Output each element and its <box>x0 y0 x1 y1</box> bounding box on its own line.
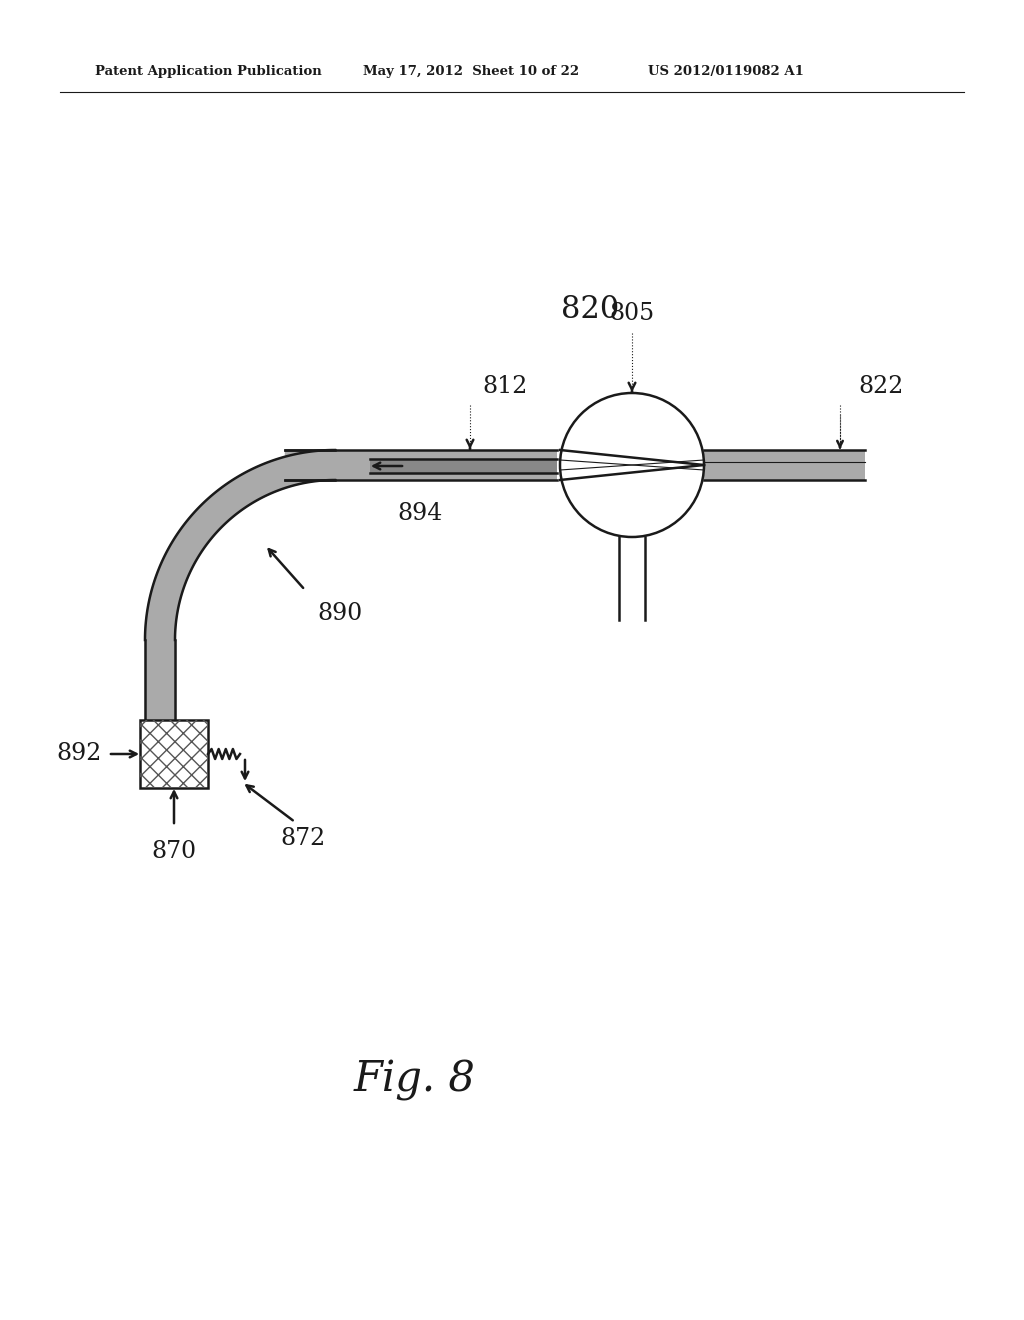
Text: 812: 812 <box>482 375 527 399</box>
Text: 892: 892 <box>56 742 102 766</box>
Bar <box>370 459 557 473</box>
Text: Fig. 8: Fig. 8 <box>354 1059 476 1101</box>
Text: 890: 890 <box>317 602 362 624</box>
Text: 872: 872 <box>281 828 326 850</box>
Text: 805: 805 <box>609 302 654 325</box>
Polygon shape <box>145 450 335 640</box>
Bar <box>285 450 557 480</box>
Bar <box>140 719 208 788</box>
Bar <box>140 719 208 788</box>
Text: 870: 870 <box>152 840 197 863</box>
Text: 894: 894 <box>397 502 442 525</box>
Text: US 2012/0119082 A1: US 2012/0119082 A1 <box>648 66 804 78</box>
Bar <box>705 450 865 480</box>
Text: 822: 822 <box>858 375 903 399</box>
Text: Patent Application Publication: Patent Application Publication <box>95 66 322 78</box>
Text: 820: 820 <box>561 294 620 326</box>
Text: May 17, 2012  Sheet 10 of 22: May 17, 2012 Sheet 10 of 22 <box>362 66 580 78</box>
